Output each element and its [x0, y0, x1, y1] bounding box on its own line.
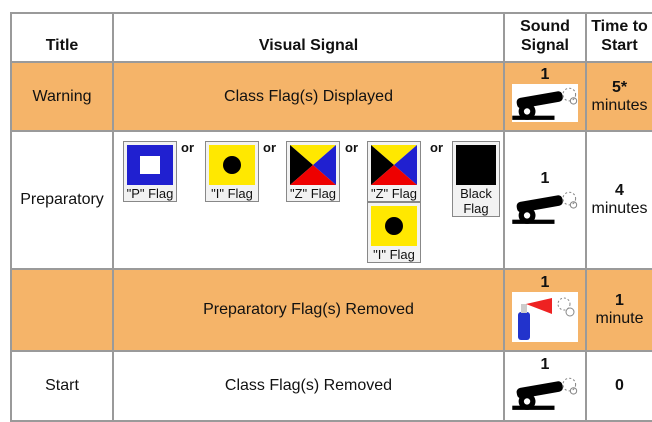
flag: "Z" Flag: [286, 141, 340, 202]
horn-icon: [512, 291, 578, 342]
row-title: [10, 268, 114, 352]
or-label: or: [263, 140, 276, 155]
flag-group: "P" Flag or "I" Flag or "Z" Flag or "Z" …: [114, 132, 503, 268]
z-flag-icon: [290, 145, 336, 185]
flag-label: "I" Flag: [211, 186, 253, 201]
sound-count: 1: [540, 355, 550, 373]
visual-signal: Preparatory Flag(s) Removed: [112, 268, 505, 352]
sound-cell: 1: [503, 350, 587, 422]
flag-label: Black Flag: [460, 186, 492, 216]
header-title: Title: [10, 12, 114, 63]
visual-signal: "P" Flag or "I" Flag or "Z" Flag or "Z" …: [112, 130, 505, 270]
signal-table: Title Visual Signal Sound Signal Time to…: [10, 12, 652, 422]
header-visual: Visual Signal: [112, 12, 505, 63]
or-label: or: [345, 140, 358, 155]
sound-count: 1: [540, 66, 550, 83]
time-cell: 0: [585, 350, 652, 422]
header-time: Time to Start: [585, 12, 652, 63]
flag: Black Flag: [452, 141, 500, 217]
time-unit: minutes: [591, 200, 648, 217]
time-unit: minute: [595, 310, 644, 327]
visual-signal: Class Flag(s) Displayed: [112, 61, 505, 132]
sound-cell: 1: [503, 61, 587, 132]
i-flag-icon: [371, 206, 417, 246]
flag-label: "P" Flag: [126, 186, 174, 201]
time-cell: 5* minutes: [585, 61, 652, 132]
sound-count: 1: [540, 169, 550, 187]
time-unit: minutes: [591, 96, 648, 114]
i-flag-icon: [209, 145, 255, 185]
flag: "P" Flag: [123, 141, 177, 202]
time-value: 0: [615, 377, 624, 394]
flag: "I" Flag: [367, 202, 421, 263]
or-label: or: [430, 140, 443, 155]
p-flag-icon: [127, 145, 173, 185]
row-title: Preparatory: [10, 130, 114, 270]
z-flag-icon: [371, 145, 417, 185]
sound-cell: 1: [503, 268, 587, 352]
header-sound: Sound Signal: [503, 12, 587, 63]
flag: "Z" Flag: [367, 141, 421, 202]
flag-label: "I" Flag: [373, 247, 415, 262]
black-flag-icon: [456, 145, 496, 185]
sound-count: 1: [540, 273, 550, 291]
flag-label: "Z" Flag: [289, 186, 337, 201]
cannon-icon: [512, 374, 578, 412]
time-cell: 1 minute: [585, 268, 652, 352]
cannon-icon: [512, 84, 578, 122]
cannon-icon: [512, 188, 578, 226]
time-value: 1: [615, 292, 624, 309]
row-title: Start: [10, 350, 114, 422]
flag-label: "Z" Flag: [370, 186, 418, 201]
time-value: 5*: [611, 78, 628, 96]
or-label: or: [181, 140, 194, 155]
row-title: Warning: [10, 61, 114, 132]
time-cell: 4 minutes: [585, 130, 652, 270]
time-value: 4: [615, 182, 624, 199]
flag: "I" Flag: [205, 141, 259, 202]
sound-cell: 1: [503, 130, 587, 270]
visual-signal: Class Flag(s) Removed: [112, 350, 505, 422]
